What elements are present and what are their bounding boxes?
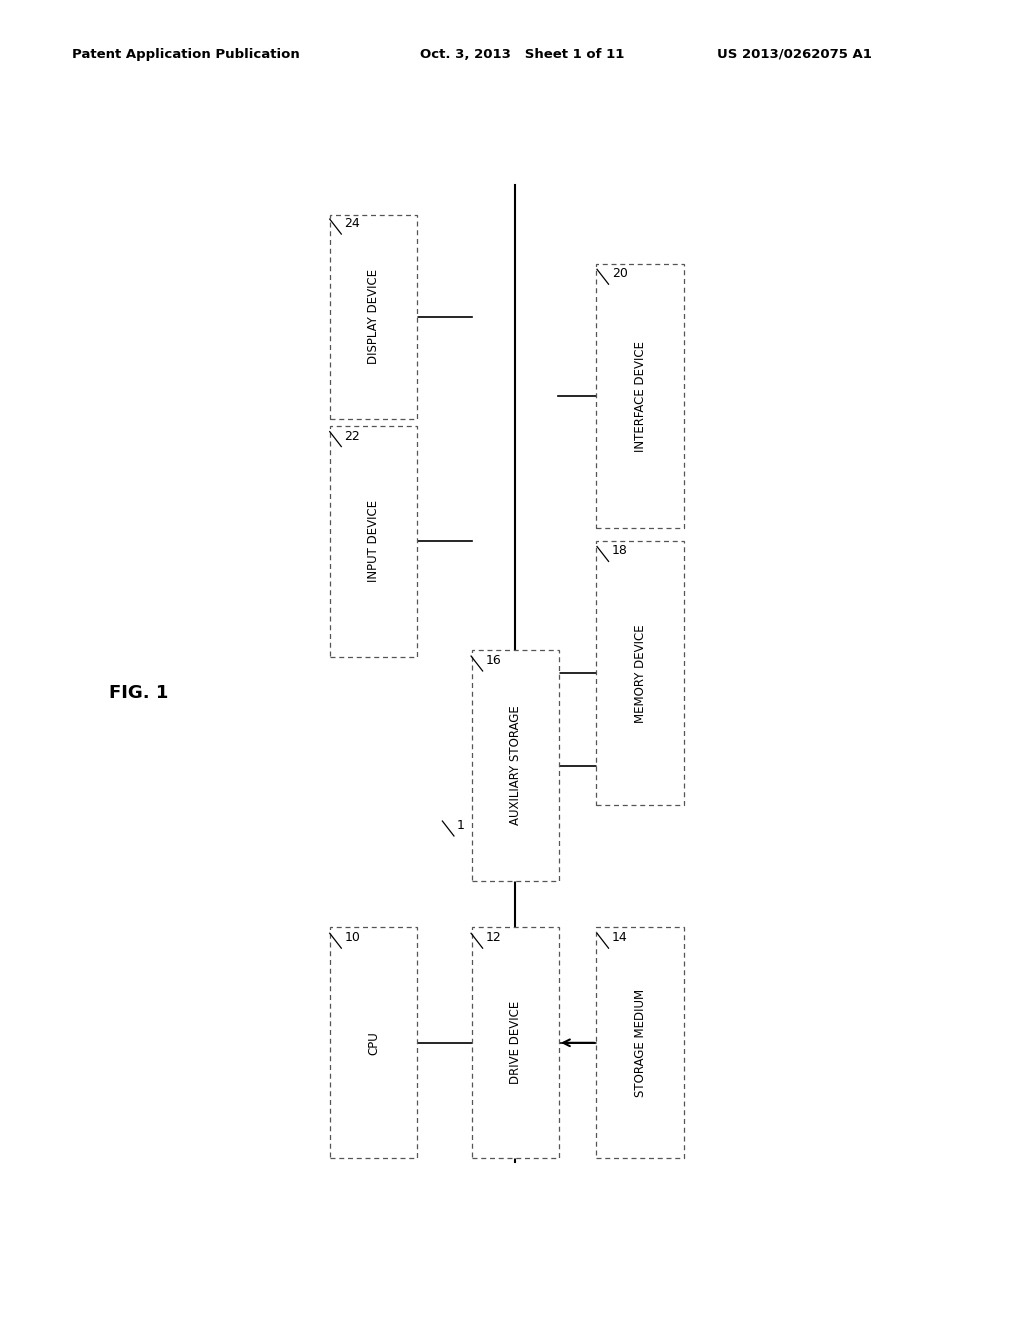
Text: DRIVE DEVICE: DRIVE DEVICE	[509, 1001, 521, 1085]
Bar	[596, 541, 684, 805]
Bar	[330, 214, 418, 420]
Bar	[596, 264, 684, 528]
Text: 22: 22	[344, 429, 360, 442]
Text: 1: 1	[457, 818, 465, 832]
Text: MEMORY DEVICE: MEMORY DEVICE	[634, 624, 646, 722]
Text: STORAGE MEDIUM: STORAGE MEDIUM	[634, 989, 646, 1097]
Text: Oct. 3, 2013   Sheet 1 of 11: Oct. 3, 2013 Sheet 1 of 11	[420, 48, 625, 61]
Text: INPUT DEVICE: INPUT DEVICE	[368, 500, 380, 582]
Text: 20: 20	[611, 267, 628, 280]
Text: US 2013/0262075 A1: US 2013/0262075 A1	[717, 48, 871, 61]
Text: 16: 16	[485, 653, 502, 667]
Text: 24: 24	[344, 216, 360, 230]
Text: 10: 10	[344, 931, 360, 944]
Bar	[330, 425, 418, 657]
Bar	[471, 649, 559, 882]
Text: CPU: CPU	[368, 1031, 380, 1055]
Text: 18: 18	[611, 544, 628, 557]
Text: INTERFACE DEVICE: INTERFACE DEVICE	[634, 341, 646, 451]
Bar	[471, 928, 559, 1159]
Text: Patent Application Publication: Patent Application Publication	[72, 48, 299, 61]
Text: AUXILIARY STORAGE: AUXILIARY STORAGE	[509, 706, 521, 825]
Text: 14: 14	[611, 931, 628, 944]
Text: 12: 12	[485, 931, 502, 944]
Text: DISPLAY DEVICE: DISPLAY DEVICE	[368, 269, 380, 364]
Bar	[330, 928, 418, 1159]
Text: FIG. 1: FIG. 1	[109, 684, 168, 702]
Bar	[596, 928, 684, 1159]
